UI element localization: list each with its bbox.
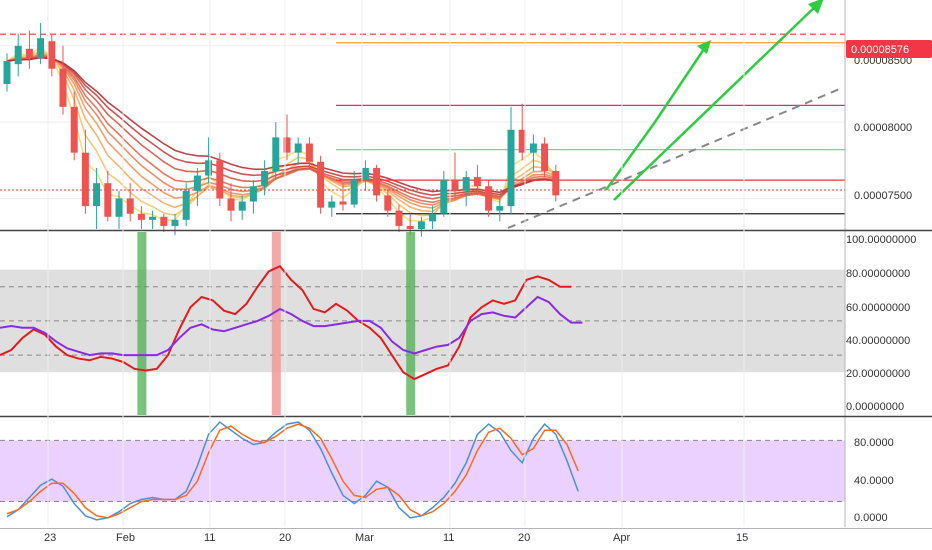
candle-body	[249, 186, 257, 202]
date-label-feb: Feb	[116, 532, 135, 544]
price-tick-3: 0.00007500	[854, 190, 912, 202]
candle-body	[429, 213, 437, 222]
candle-body	[149, 216, 157, 220]
date-label-mar: Mar	[355, 532, 374, 544]
candle-body	[216, 160, 224, 199]
candle-body	[507, 129, 515, 207]
candle-body	[440, 180, 448, 214]
candle-body	[93, 183, 101, 207]
candle-body	[3, 61, 11, 84]
moving-average-ribbon-line	[6, 56, 556, 197]
moving-average-ribbon-line	[6, 55, 556, 200]
candle-body	[350, 180, 358, 205]
rsi-tick-40: 40.00000000	[846, 335, 910, 347]
rsi-tick-20: 20.00000000	[846, 368, 910, 380]
date-axis: 23 Feb 11 20 Mar 11 20 Apr 15	[44, 532, 748, 544]
candle-body	[406, 225, 414, 229]
rsi-tick-60: 60.00000000	[846, 302, 910, 314]
stochastic-series-line	[6, 421, 579, 521]
candle-body	[126, 198, 134, 214]
candle-body	[171, 219, 179, 226]
stochastic-series-line	[6, 423, 579, 519]
rsi-series-line	[0, 264, 572, 381]
candle-body	[104, 183, 112, 217]
candle-body	[373, 167, 381, 196]
stoch-tick-0: 0.0000	[854, 512, 888, 524]
candle-body	[541, 143, 549, 171]
rsi-tick-100: 100.00000000	[846, 234, 916, 246]
candle-body	[272, 137, 280, 171]
candle-body	[518, 129, 526, 153]
date-label-11a: 11	[204, 532, 215, 544]
date-label-15: 15	[736, 532, 748, 544]
rsi-highlight-column	[137, 232, 147, 415]
projection-arrowhead-1	[697, 40, 711, 54]
stoch-tick-40: 40.0000	[854, 475, 894, 487]
candle-body	[182, 190, 190, 220]
date-label-apr: Apr	[613, 532, 630, 544]
candle-body	[70, 106, 78, 153]
candle-body	[294, 143, 302, 153]
candle-body	[451, 180, 459, 191]
candle-body	[59, 68, 67, 107]
candle-body	[205, 160, 213, 176]
candle-body	[473, 177, 481, 187]
moving-average-ribbon-line	[6, 49, 557, 217]
candle-body	[81, 152, 89, 207]
current-price-tag-bg	[846, 40, 932, 58]
candle-body	[529, 143, 537, 153]
candle-body	[417, 221, 425, 229]
price-pane[interactable]	[0, 0, 845, 237]
moving-average-ribbon-line	[6, 55, 556, 204]
candle-body	[238, 201, 246, 211]
price-axis: 0.00008500 0.00008000 0.00007500 0.00008…	[846, 40, 932, 202]
candle-body	[552, 170, 560, 196]
stochastic-band	[0, 440, 845, 502]
projection-arrow-2	[613, 3, 819, 201]
rsi-tick-0: 0.00000000	[846, 401, 904, 413]
date-label-11b: 11	[443, 532, 454, 544]
candle-body	[384, 195, 392, 211]
candle-body	[462, 177, 470, 191]
candle-body	[193, 175, 201, 191]
date-label-20a: 20	[279, 532, 291, 544]
candle-body	[361, 167, 369, 181]
current-price-tag: 0.00008576	[851, 44, 909, 56]
candle-body	[48, 41, 56, 69]
trend-line-dashed	[507, 87, 843, 229]
candle-body	[227, 198, 235, 211]
candle-body	[305, 143, 313, 162]
rsi-tick-80: 80.00000000	[846, 268, 910, 280]
price-tick-2: 0.00008000	[854, 122, 912, 134]
candle-body	[283, 137, 291, 153]
stoch-tick-80: 80.0000	[854, 437, 894, 449]
date-label-23: 23	[44, 532, 56, 544]
candle-body	[317, 161, 325, 208]
candle-body	[339, 201, 347, 205]
rsi-axis: 100.00000000 80.00000000 60.00000000 40.…	[846, 234, 916, 413]
date-label-20b: 20	[518, 532, 530, 544]
candle-body	[496, 206, 504, 211]
candle-body	[115, 198, 123, 217]
candle-body	[25, 48, 33, 59]
rsi-highlight-column	[406, 232, 416, 415]
candle-body	[160, 216, 168, 226]
stochastic-pane[interactable]	[0, 421, 845, 521]
stochastic-axis: 80.0000 40.0000 0.0000	[854, 437, 894, 524]
rsi-highlight-column	[271, 232, 281, 415]
candle-body	[395, 210, 403, 226]
candle-body	[137, 213, 145, 220]
candle-body	[485, 186, 493, 211]
candle-body	[37, 38, 45, 59]
projection-arrowhead-2	[808, 0, 824, 14]
rsi-pane[interactable]	[0, 232, 845, 415]
candle-body	[328, 201, 336, 208]
candle-body	[14, 45, 22, 65]
candle-body	[261, 170, 269, 187]
rsi-series-line	[0, 295, 583, 357]
